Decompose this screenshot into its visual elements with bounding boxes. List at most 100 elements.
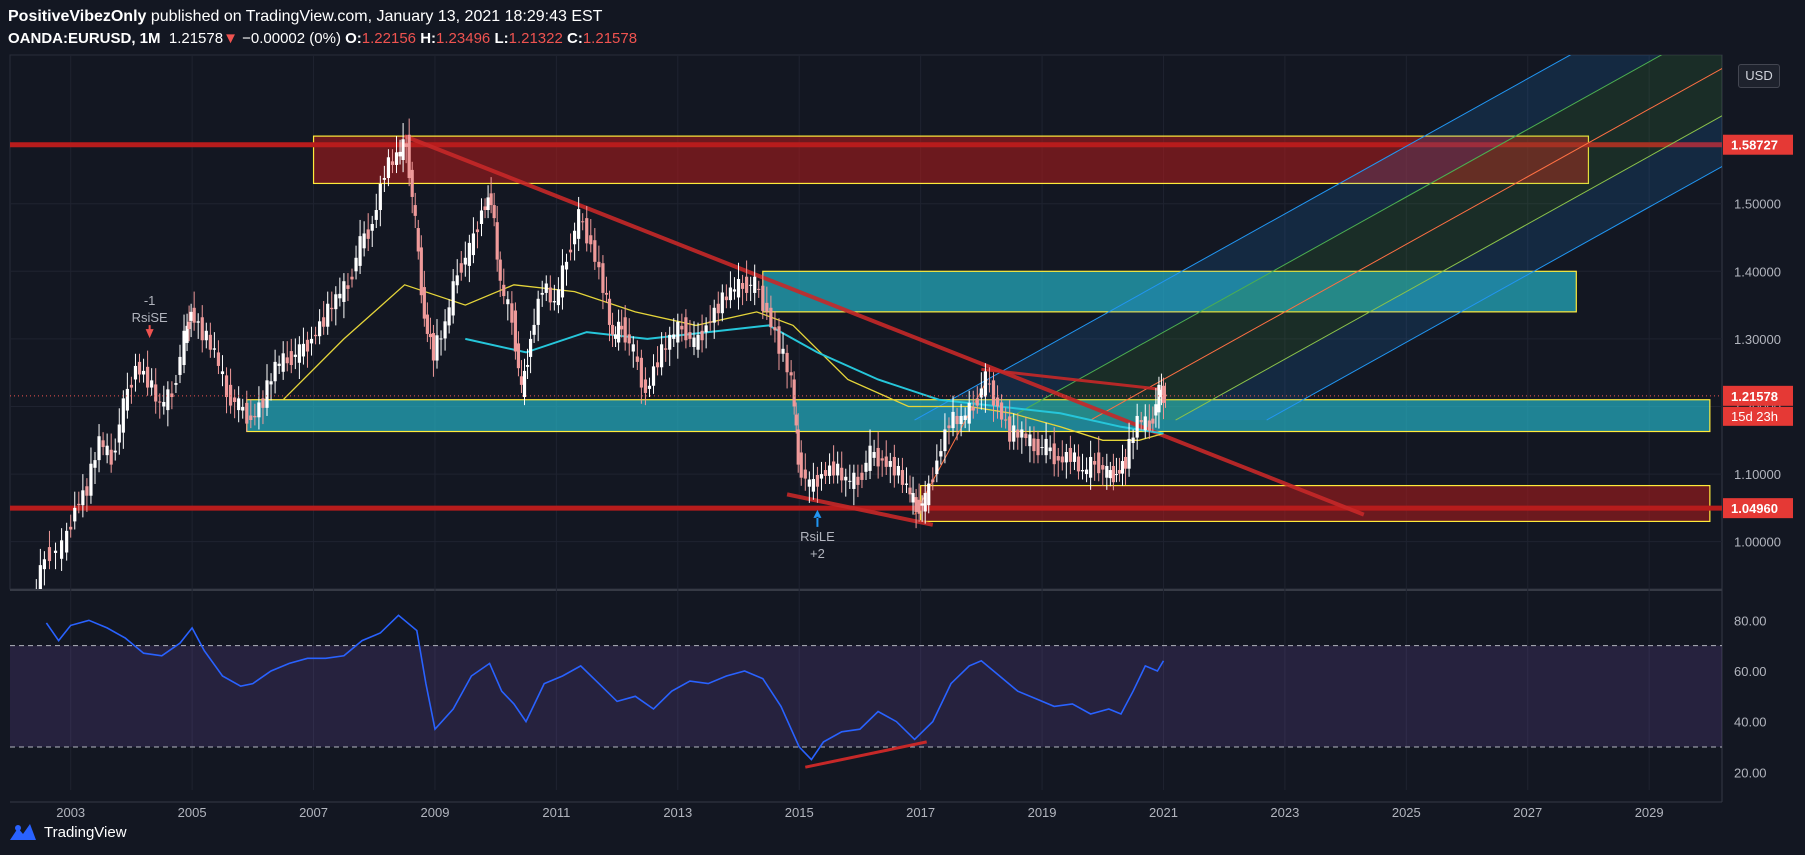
candle-body (888, 461, 892, 467)
trend-line[interactable] (403, 134, 1365, 517)
candle-body (911, 493, 915, 503)
price-badge[interactable] (1723, 498, 1793, 519)
candle-body (273, 361, 277, 382)
candle-body (568, 249, 573, 253)
candle-body (967, 402, 971, 424)
rsi-tick-label: 80.00 (1734, 613, 1767, 628)
candle-body (141, 370, 146, 375)
candle-body (823, 470, 828, 476)
candle-body (923, 493, 927, 512)
candle-body (212, 348, 216, 350)
candle-body (81, 490, 85, 506)
candle-body (935, 460, 939, 475)
time-tick-label: 2027 (1513, 805, 1542, 820)
candle-body (447, 307, 451, 326)
time-tick-label: 2023 (1270, 805, 1299, 820)
candle-body (265, 380, 269, 408)
candle-body (38, 565, 42, 589)
candlestick-series[interactable] (35, 118, 1168, 618)
candle-body (1044, 438, 1048, 456)
candle-body (796, 429, 800, 465)
trend-line[interactable] (786, 492, 934, 527)
zone-support[interactable] (920, 484, 1711, 523)
candle-body (398, 151, 402, 157)
candle-body (301, 343, 306, 357)
candle-body (1108, 470, 1112, 479)
candle-body (552, 301, 556, 303)
candle-body (660, 344, 664, 368)
candle-body (257, 402, 261, 418)
candle-body (182, 330, 186, 366)
candle-body (655, 362, 660, 368)
candle-body (137, 361, 142, 375)
interval-label[interactable]: 1M (139, 30, 161, 47)
currency-selector[interactable]: USD (1738, 64, 1780, 88)
candle-body (455, 275, 459, 286)
open-value: 1.22156 (361, 30, 417, 47)
candle-body (178, 356, 182, 375)
candle-body (1117, 470, 1122, 474)
candle-body (313, 334, 318, 337)
candle-body (285, 357, 289, 364)
candle-body (651, 366, 656, 386)
candle-body (815, 474, 820, 487)
open-label: O: (345, 30, 362, 47)
candle-body (346, 285, 350, 289)
candle-body (676, 321, 680, 343)
candle-body (983, 371, 987, 397)
candle-body (185, 325, 189, 343)
candle-body (1143, 416, 1147, 431)
candle-body (1004, 419, 1008, 421)
candle-body (170, 393, 174, 398)
candle-body (220, 371, 225, 375)
candle-body (1024, 433, 1028, 439)
candle-body (1076, 456, 1081, 472)
candle-body (101, 440, 105, 448)
candle-body (162, 401, 166, 407)
candle-body (704, 325, 708, 333)
rsi-line[interactable] (45, 614, 1165, 761)
candle-body (330, 307, 334, 310)
candle-body (158, 401, 162, 403)
candle-body (991, 380, 996, 406)
candle-body (410, 169, 414, 197)
candle-body (166, 389, 170, 411)
candle-body (318, 321, 322, 337)
candle-body (955, 415, 959, 425)
channel-line (1090, 67, 1722, 421)
candle-body (777, 326, 781, 354)
candle-body (42, 559, 47, 570)
price-badge[interactable] (1723, 134, 1793, 155)
author-name[interactable]: PositiveVibezOnly (8, 8, 147, 25)
candle-body (65, 530, 69, 553)
close-label: C: (567, 30, 583, 47)
rsi-divergence-line[interactable] (804, 740, 928, 769)
candle-body (293, 354, 297, 357)
candle-body (208, 334, 212, 350)
candle-body (498, 259, 502, 281)
candle-body (413, 205, 417, 216)
candle-body (486, 197, 490, 211)
candle-body (581, 221, 585, 223)
trend-line[interactable] (981, 367, 1164, 392)
candle-body (1072, 452, 1077, 462)
price-tick-label: 1.00000 (1734, 535, 1781, 550)
candle-body (370, 223, 374, 231)
candle-body (1111, 465, 1115, 483)
candle-body (216, 352, 221, 366)
candle-body (684, 317, 688, 341)
tradingview-logo[interactable]: TradingView (8, 820, 127, 844)
price-badge[interactable] (1723, 385, 1793, 406)
parallel-channel[interactable] (914, 0, 1741, 515)
candle-body (192, 307, 196, 323)
symbol-name[interactable]: OANDA:EURUSD, (8, 30, 136, 47)
candle-body (900, 470, 905, 485)
candle-body (700, 330, 704, 341)
candle-body (617, 321, 621, 343)
candle-body (358, 236, 362, 266)
moving-average-cyan[interactable] (465, 324, 1164, 435)
arrow-up-icon (813, 509, 822, 527)
candle-body (121, 398, 125, 433)
candle-body (525, 365, 530, 367)
